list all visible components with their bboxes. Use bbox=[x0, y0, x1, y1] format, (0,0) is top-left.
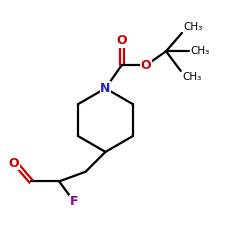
Text: O: O bbox=[141, 59, 151, 72]
Text: F: F bbox=[70, 195, 78, 208]
Text: N: N bbox=[100, 82, 111, 95]
Text: O: O bbox=[8, 156, 19, 170]
Text: O: O bbox=[116, 34, 127, 47]
Text: CH₃: CH₃ bbox=[183, 22, 203, 32]
Text: CH₃: CH₃ bbox=[182, 72, 201, 82]
Text: CH₃: CH₃ bbox=[190, 46, 210, 56]
